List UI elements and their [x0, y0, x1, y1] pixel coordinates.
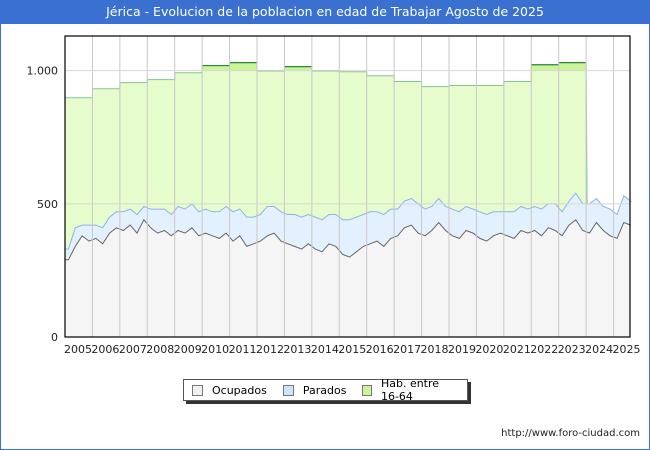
hab-top-band [202, 65, 230, 71]
x-tick-label: 2019 [448, 343, 476, 356]
y-tick-label: 500 [37, 198, 58, 211]
x-tick-label: 2012 [256, 343, 284, 356]
ocupados-line [64, 218, 631, 261]
x-tick-label: 2007 [119, 343, 147, 356]
x-tick-label: 2020 [475, 343, 503, 356]
legend-label: Ocupados [212, 383, 267, 397]
legend-label: Hab. entre 16-64 [380, 377, 440, 403]
legend-swatch [362, 384, 372, 396]
legend-swatch [282, 384, 294, 396]
parados-line [64, 192, 633, 250]
x-tick-label: 2017 [393, 343, 421, 356]
hab-top-band [229, 62, 257, 71]
legend-item-hab: Hab. entre 16-64 [362, 377, 459, 403]
x-tick-label: 2021 [503, 343, 531, 356]
x-tick-label: 2011 [229, 343, 257, 356]
x-tick-label: 2022 [530, 343, 558, 356]
x-tick-label: 2024 [585, 343, 613, 356]
source-url: http://www.foro-ciudad.com [501, 428, 640, 439]
legend-swatch [192, 384, 203, 396]
y-tick-label: 1.000 [27, 65, 59, 78]
hab-top-band [284, 66, 312, 71]
legend-item-ocupados: Ocupados [192, 384, 267, 397]
x-tick-label: 2009 [174, 343, 202, 356]
hab-top-band [531, 64, 559, 71]
x-tick-label: 2023 [558, 343, 586, 356]
x-tick-label: 2013 [283, 343, 311, 356]
x-tick-label: 2010 [201, 343, 229, 356]
plot-border [64, 35, 631, 338]
x-tick-label: 2015 [338, 343, 366, 356]
x-tick-label: 2008 [146, 343, 174, 356]
x-tick-label: 2025 [613, 343, 641, 356]
hab-top-band [558, 62, 587, 71]
ocupados-area [65, 219, 631, 337]
x-tick-label: 2016 [366, 343, 394, 356]
y-tick-label: 0 [51, 331, 58, 344]
legend-label: Parados [302, 383, 347, 397]
x-tick-label: 2006 [91, 343, 119, 356]
chart-title: Jérica - Evolucion de la poblacion en ed… [0, 0, 650, 24]
legend: Ocupados Parados Hab. entre 16-64 [183, 377, 468, 403]
x-tick-label: 2014 [311, 343, 339, 356]
legend-item-parados: Parados [282, 383, 347, 397]
x-tick-label: 2018 [421, 343, 449, 356]
x-tick-label: 2005 [64, 343, 92, 356]
